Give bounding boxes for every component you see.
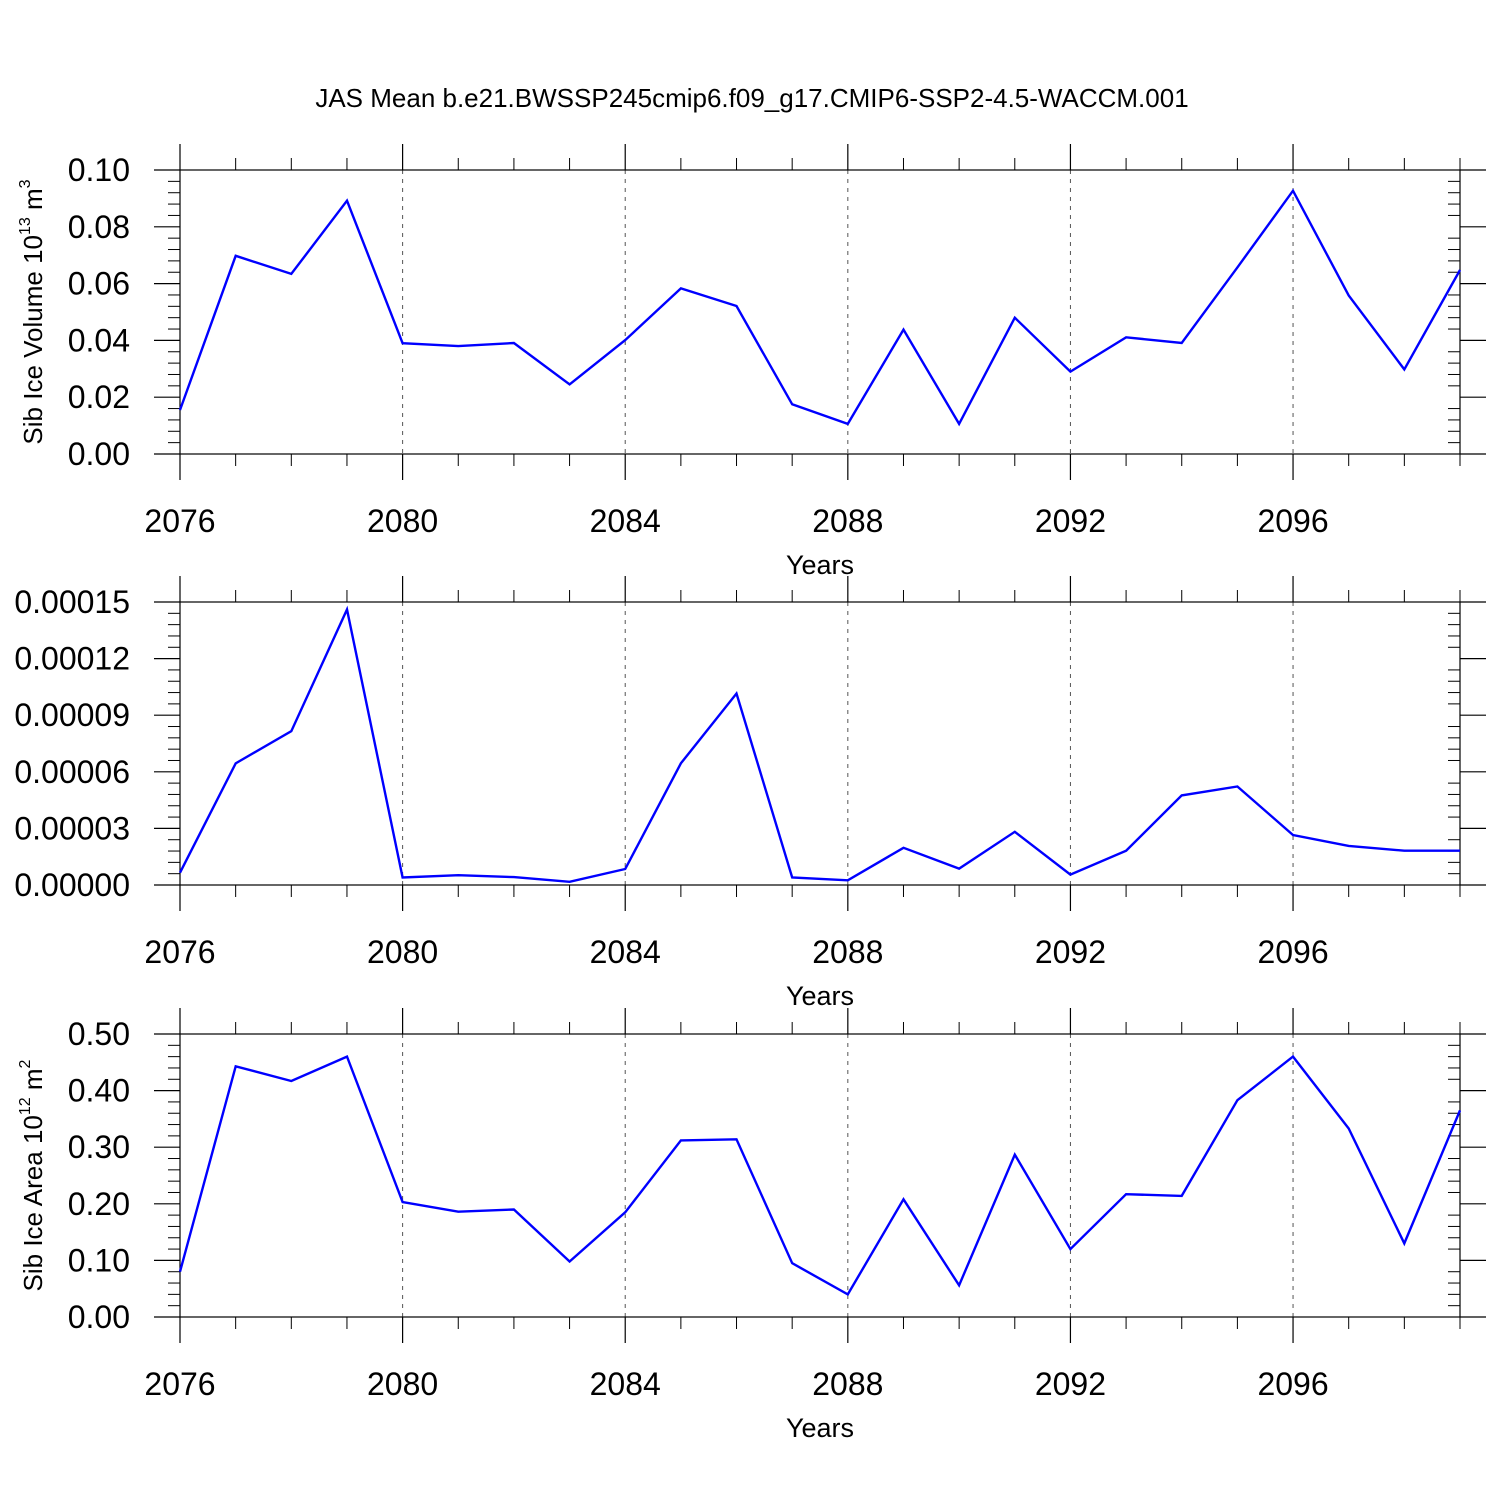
series-line (178, 188, 1462, 427)
panel-2: 0.00000 0.00003 0.00006 0.00009 0.00012 0.000… (14, 576, 1486, 1011)
panel-1: 0.00 0.02 0.04 0.06 0.08 0.10 2076 2080 2084 2088… (17, 144, 1486, 580)
y-tick-label: 0.00015 (14, 584, 130, 620)
x-tick-label: 2080 (367, 503, 438, 539)
x-tick-label: 2076 (144, 934, 215, 970)
y-tick-label: 0.00 (68, 1299, 130, 1335)
x-tick-label: 2080 (367, 1366, 438, 1402)
x-tick-label: 2080 (367, 934, 438, 970)
y-tick-label: 0.08 (68, 209, 130, 245)
x-tick-label: 2088 (812, 1366, 883, 1402)
y-tick-label: 0.20 (68, 1186, 130, 1222)
x-tick-label: 2076 (144, 503, 215, 539)
panel-3: 0.00 0.10 0.20 0.30 0.40 0.50 2076 2080 2084 2088… (17, 1008, 1486, 1443)
y-axis-label: Sib Ice Volume 1013 m3 (17, 179, 48, 444)
x-tick-label: 2092 (1035, 934, 1106, 970)
x-tick-label: 2084 (590, 1366, 661, 1402)
x-axis-label: Years (786, 1413, 854, 1443)
y-tick-label: 0.06 (68, 266, 130, 302)
y-tick-label: 0.02 (68, 379, 130, 415)
x-tick-label: 2084 (590, 934, 661, 970)
y-tick-label: 0.30 (68, 1129, 130, 1165)
plot-frame (179, 601, 1461, 886)
y-tick-label: 0.04 (68, 322, 130, 358)
x-axis-label: Years (786, 550, 854, 580)
y-tick-label: 0.40 (68, 1073, 130, 1109)
y-tick-label: 0.00009 (14, 697, 130, 733)
y-axis-label: Sib Ice Area 1012 m2 (17, 1059, 48, 1291)
series-line (178, 1054, 1462, 1297)
plot-frame (179, 169, 1461, 455)
y-tick-label: 0.10 (68, 152, 130, 188)
y-tick-label: 0.00006 (14, 754, 130, 790)
x-tick-label: 2076 (144, 1366, 215, 1402)
series-line (178, 605, 1460, 884)
y-tick-label: 0.00012 (14, 641, 130, 677)
x-tick-label: 2092 (1035, 1366, 1106, 1402)
x-tick-label: 2088 (812, 503, 883, 539)
y-tick-label: 0.10 (68, 1242, 130, 1278)
x-tick-label: 2096 (1257, 934, 1328, 970)
y-tick-label: 0.00 (68, 436, 130, 472)
y-tick-label: 0.00000 (14, 867, 130, 903)
panels: 0.00 0.02 0.04 0.06 0.08 0.10 2076 2080 2084 2088… (14, 144, 1486, 1443)
x-tick-label: 2096 (1257, 503, 1328, 539)
chart-title: JAS Mean b.e21.BWSSP245cmip6.f09_g17.CMI… (315, 83, 1188, 113)
plot-frame (179, 1033, 1461, 1318)
x-tick-label: 2092 (1035, 503, 1106, 539)
x-axis-label: Years (786, 981, 854, 1011)
x-tick-label: 2088 (812, 934, 883, 970)
y-tick-label: 0.50 (68, 1016, 130, 1052)
y-tick-label: 0.00003 (14, 810, 130, 846)
x-tick-label: 2096 (1257, 1366, 1328, 1402)
x-tick-label: 2084 (590, 503, 661, 539)
